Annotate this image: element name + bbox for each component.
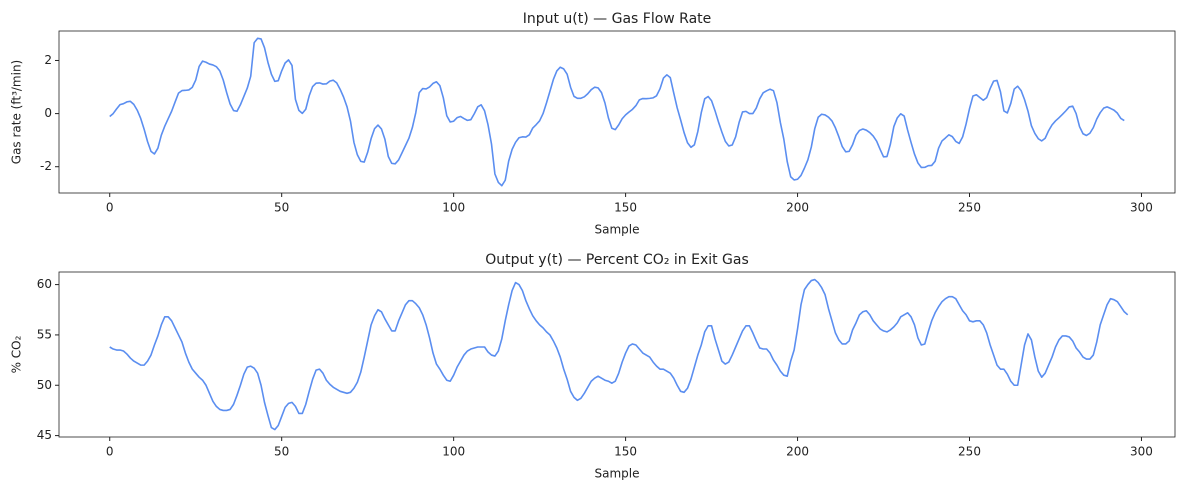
x-tick-label: 100 (442, 201, 465, 215)
x-tick-label: 300 (1130, 445, 1153, 459)
x-tick-label: 150 (614, 445, 637, 459)
x-tick-label: 50 (274, 201, 289, 215)
x-tick-label: 0 (106, 201, 114, 215)
y-axis-label: Gas rate (ft³/min) (10, 60, 24, 164)
y-axis-label: % CO₂ (10, 335, 24, 373)
x-tick-label: 200 (786, 445, 809, 459)
y-tick-label: 45 (37, 428, 52, 442)
y-tick-label: 2 (44, 53, 52, 67)
x-tick-label: 250 (958, 445, 981, 459)
x-tick-label: 100 (442, 445, 465, 459)
line (109, 37, 1125, 187)
x-tick-label: 0 (106, 445, 114, 459)
x-tick-label: 150 (614, 201, 637, 215)
x-tick-label: 200 (786, 201, 809, 215)
y-tick-label: 50 (37, 378, 52, 392)
x-axis-label: Sample (595, 467, 640, 481)
y-tick-label: 0 (44, 106, 52, 120)
plot-frame (58, 271, 1176, 438)
y-tick-label: -2 (40, 159, 52, 173)
x-axis-label: Sample (595, 223, 640, 237)
chart-title: Input u(t) — Gas Flow Rate (523, 11, 712, 27)
y-tick-label: 55 (37, 327, 52, 341)
line (109, 278, 1129, 431)
x-tick-label: 50 (274, 445, 289, 459)
x-tick-label: 250 (958, 201, 981, 215)
plot-frame (58, 30, 1176, 194)
x-tick-label: 300 (1130, 201, 1153, 215)
chart-title: Output y(t) — Percent CO₂ in Exit Gas (485, 252, 749, 268)
y-tick-label: 60 (37, 277, 52, 291)
